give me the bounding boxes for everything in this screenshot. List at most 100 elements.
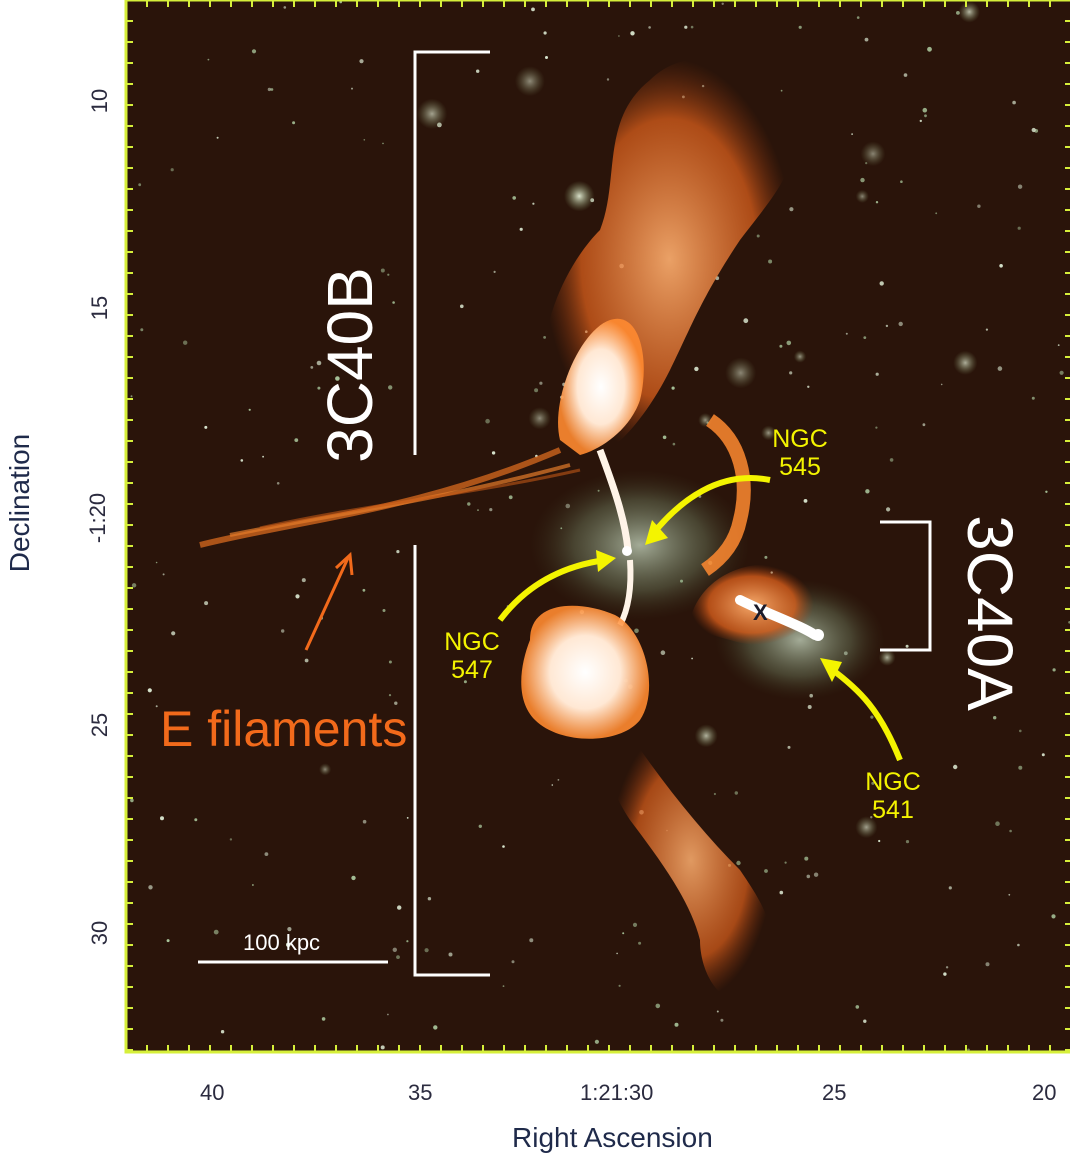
background-star	[406, 817, 409, 819]
background-star	[310, 366, 314, 369]
background-star	[213, 929, 219, 935]
ngc541-jet	[735, 595, 820, 640]
background-star	[489, 508, 493, 512]
background-star	[406, 940, 409, 943]
background-star	[898, 321, 903, 327]
background-star	[380, 268, 385, 273]
background-star	[1018, 765, 1023, 770]
background-star	[878, 649, 896, 666]
background-star	[467, 502, 471, 506]
filament-arrow	[304, 557, 350, 651]
background-star	[295, 594, 300, 599]
background-star	[1017, 184, 1023, 189]
background-star	[476, 69, 480, 73]
background-star	[317, 386, 321, 390]
background-star	[363, 139, 366, 141]
ngc545-halo	[530, 470, 750, 620]
background-star	[534, 388, 539, 393]
background-star	[997, 366, 1003, 371]
background-star	[804, 856, 809, 861]
background-star	[287, 927, 292, 932]
background-star	[660, 650, 666, 655]
background-star	[922, 107, 928, 113]
ngc545-arrow	[649, 475, 771, 537]
background-star	[691, 657, 693, 660]
x-tick-label-3: 1:21:30	[580, 1080, 654, 1105]
background-star	[301, 578, 306, 583]
background-star	[977, 204, 981, 208]
background-star	[424, 948, 429, 953]
background-star	[557, 779, 560, 781]
background-star	[564, 180, 595, 212]
background-star	[943, 972, 947, 976]
background-star	[387, 273, 390, 276]
background-star	[863, 1019, 867, 1023]
background-star	[935, 212, 938, 215]
background-star	[616, 952, 618, 955]
background-star	[392, 947, 397, 952]
background-star	[885, 324, 889, 328]
background-star	[359, 59, 364, 64]
background-star	[543, 31, 547, 35]
background-star	[511, 960, 515, 964]
background-star	[784, 861, 787, 864]
label-3c40a: 3C40A	[954, 515, 1026, 711]
background-star	[671, 386, 675, 390]
background-star	[999, 264, 1003, 268]
background-star	[780, 89, 783, 92]
background-star	[1031, 396, 1035, 400]
background-star	[860, 177, 865, 183]
background-star	[878, 839, 881, 843]
background-star	[864, 37, 869, 42]
x-tick-label-1: 40	[200, 1080, 225, 1105]
background-star	[993, 716, 997, 720]
background-star	[875, 426, 878, 429]
background-star	[502, 985, 505, 987]
y-axis-title: Declination	[4, 433, 35, 573]
background-star	[416, 98, 448, 129]
background-star	[900, 180, 903, 183]
background-star	[286, 942, 291, 948]
background-star	[879, 281, 884, 286]
background-star	[319, 763, 332, 776]
background-star	[502, 845, 505, 848]
background-star	[130, 798, 134, 803]
background-star	[594, 1039, 600, 1044]
background-star	[694, 366, 699, 372]
background-star	[362, 588, 366, 592]
background-star	[903, 73, 908, 77]
background-star	[380, 1045, 385, 1050]
background-star	[1051, 914, 1056, 919]
background-star	[1008, 893, 1011, 896]
background-star	[1045, 490, 1048, 493]
label-ngc547: NGC 547	[437, 628, 507, 684]
background-star	[905, 840, 910, 844]
background-star	[1017, 943, 1020, 947]
background-star	[396, 955, 400, 959]
background-star	[362, 819, 367, 824]
background-star	[508, 495, 513, 500]
background-star	[1031, 127, 1036, 133]
background-star	[985, 962, 990, 967]
background-star	[433, 1025, 438, 1030]
background-star	[736, 860, 741, 866]
label-scale-bar: 100 kpc	[243, 930, 321, 955]
background-star	[514, 66, 545, 97]
background-star	[948, 886, 952, 890]
background-star	[798, 25, 802, 29]
ngc541-arrowhead	[820, 658, 842, 682]
label-ngc547-line1: NGC	[444, 628, 500, 656]
background-star	[672, 442, 676, 446]
background-star	[382, 609, 386, 612]
background-star	[162, 573, 165, 576]
background-star	[394, 701, 398, 705]
background-star	[1052, 668, 1056, 672]
background-star	[807, 385, 810, 388]
background-star	[491, 451, 496, 455]
background-star	[304, 658, 309, 663]
background-star	[283, 6, 287, 9]
background-star	[690, 25, 694, 29]
background-star	[267, 87, 272, 92]
y-tick-label-5: 30	[87, 920, 112, 946]
